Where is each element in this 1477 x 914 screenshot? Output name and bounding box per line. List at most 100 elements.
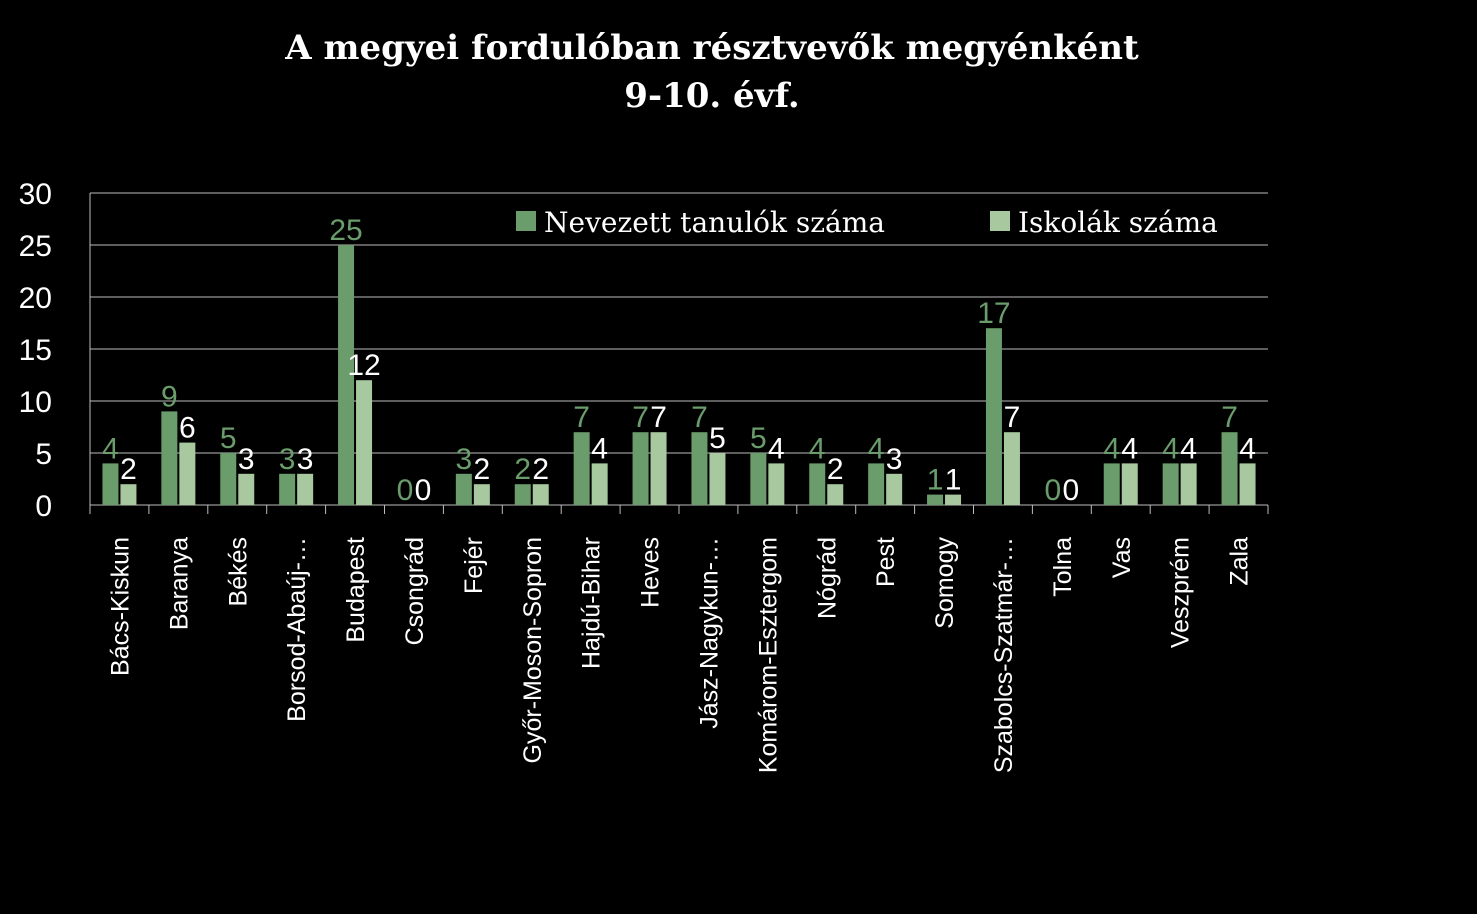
bar-series-2: [1121, 463, 1138, 505]
data-label-series-2: 7: [1004, 401, 1021, 434]
data-label-series-1: 0: [1045, 474, 1062, 507]
legend-label-series-1: Nevezett tanulók száma: [544, 206, 885, 239]
bar-series-1: [161, 411, 178, 505]
legend-swatch-series-1: [516, 211, 536, 231]
data-label-series-1: 4: [102, 432, 119, 465]
data-label-series-2: 2: [474, 453, 491, 486]
x-tick-label: Vas: [1108, 537, 1136, 578]
data-label-series-1: 17: [977, 297, 1010, 330]
bar-series-2: [886, 473, 903, 505]
bar-series-1: [632, 432, 649, 505]
x-tick-label: Borsod-Abaúj-…: [283, 537, 311, 722]
data-label-series-1: 1: [927, 464, 944, 497]
data-label-series-2: 2: [120, 453, 137, 486]
data-label-series-2: 5: [709, 422, 726, 455]
data-label-series-1: 7: [573, 401, 590, 434]
x-tick-label: Csongrád: [401, 537, 429, 645]
x-tick-label: Somogy: [931, 537, 959, 629]
y-tick-label: 5: [35, 438, 52, 471]
legend-swatch-series-2: [990, 211, 1010, 231]
bar-series-2: [120, 484, 137, 505]
y-tick-label: 0: [35, 490, 52, 523]
data-label-series-1: 7: [691, 401, 708, 434]
bar-series-1: [514, 484, 531, 505]
x-tick-label: Komárom-Esztergom: [754, 537, 782, 773]
x-tick-label: Nógrád: [813, 537, 841, 619]
bar-series-2: [297, 473, 314, 505]
data-label-series-2: 3: [297, 443, 314, 476]
x-tick-label: Hajdú-Bihar: [578, 537, 606, 669]
x-tick-label: Jász-Nagykun-…: [695, 537, 723, 729]
bar-series-1: [220, 453, 237, 505]
x-tick-label: Zala: [1226, 537, 1254, 586]
bar-series-1: [102, 463, 119, 505]
chart-subtitle: 9-10. évf.: [624, 76, 800, 116]
bar-series-2: [768, 463, 785, 505]
x-tick-label: Veszprém: [1167, 537, 1195, 648]
data-label-series-2: 4: [1121, 432, 1138, 465]
x-tick-label: Baranya: [165, 537, 193, 630]
data-label-series-1: 0: [397, 474, 414, 507]
y-tick-label: 30: [19, 178, 52, 211]
data-label-series-2: 4: [1180, 432, 1197, 465]
x-tick-label: Bács-Kiskun: [106, 537, 134, 676]
legend-label-series-2: Iskolák száma: [1018, 206, 1218, 239]
bar-series-1: [691, 432, 708, 505]
y-tick-label: 25: [19, 230, 52, 263]
bar-series-1: [279, 473, 296, 505]
chart-title-line1: A megyei fordulóban résztvevők megyénkén…: [285, 28, 1139, 68]
bar-series-2: [945, 494, 962, 505]
data-label-series-1: 7: [1221, 401, 1238, 434]
data-label-series-2: 2: [827, 453, 844, 486]
data-label-series-1: 5: [750, 422, 767, 455]
bar-series-1: [338, 245, 355, 505]
bar-series-2: [473, 484, 490, 505]
y-tick-label: 10: [19, 386, 52, 419]
data-label-series-1: 5: [220, 422, 237, 455]
bar-series-2: [827, 484, 844, 505]
bar-series-1: [985, 328, 1002, 505]
data-label-series-2: 3: [238, 443, 255, 476]
data-label-series-2: 6: [179, 412, 196, 445]
data-label-series-2: 2: [532, 453, 549, 486]
chart-title: A megyei fordulóban résztvevők megyénkén…: [0, 24, 1424, 120]
x-tick-label: Fejér: [460, 537, 488, 594]
bar-series-2: [356, 380, 373, 505]
data-label-series-2: 3: [886, 443, 903, 476]
x-tick-label: Békés: [224, 537, 252, 606]
data-label-series-1: 25: [329, 214, 362, 247]
data-label-series-1: 2: [514, 453, 531, 486]
x-tick-label: Budapest: [342, 537, 370, 643]
bar-series-2: [1180, 463, 1197, 505]
y-tick-label: 20: [19, 282, 52, 315]
data-label-series-1: 9: [161, 380, 178, 413]
bar-series-1: [927, 494, 944, 505]
bar-series-2: [709, 453, 726, 505]
bar-series-2: [1003, 432, 1020, 505]
x-tick-label: Szabolcs-Szatmár-…: [990, 537, 1018, 773]
data-label-series-2: 0: [415, 474, 432, 507]
data-label-series-2: 0: [1063, 474, 1080, 507]
data-label-series-1: 4: [1162, 432, 1179, 465]
x-tick-label: Tolna: [1049, 537, 1077, 597]
bar-series-1: [809, 463, 826, 505]
data-label-series-1: 4: [868, 432, 885, 465]
y-tick-label: 15: [19, 334, 52, 367]
bar-series-2: [1239, 463, 1256, 505]
bar-series-2: [179, 442, 196, 505]
x-tick-label: Pest: [872, 537, 900, 587]
x-tick-label: Heves: [637, 537, 665, 608]
bar-series-1: [868, 463, 885, 505]
data-label-series-1: 7: [632, 401, 649, 434]
x-tick-label: Győr-Moson-Sopron: [519, 537, 547, 763]
bar-series-2: [591, 463, 608, 505]
data-label-series-2: 1: [945, 464, 962, 497]
data-label-series-2: 4: [591, 432, 608, 465]
data-label-series-1: 3: [279, 443, 296, 476]
bar-series-1: [750, 453, 767, 505]
data-label-series-2: 12: [347, 349, 380, 382]
bar-series-1: [1103, 463, 1120, 505]
data-label-series-1: 4: [809, 432, 826, 465]
bar-series-2: [532, 484, 549, 505]
